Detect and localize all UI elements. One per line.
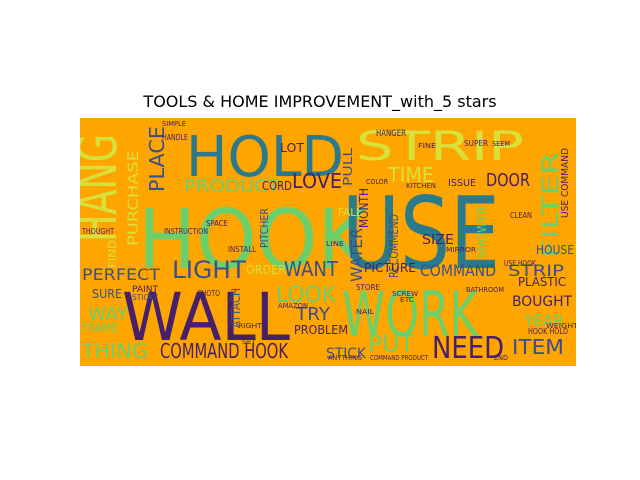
cloud-word: SIMPLE xyxy=(162,120,186,128)
cloud-word: CLEAN xyxy=(510,211,532,220)
cloud-word: PLASTIC xyxy=(518,275,566,289)
cloud-word: STORE xyxy=(356,283,380,292)
cloud-word: SPACE xyxy=(206,219,228,228)
cloud-word: SET xyxy=(242,338,257,346)
cloud-word: NEED xyxy=(432,331,504,366)
cloud-word: FINE xyxy=(418,142,436,150)
cloud-word: WORK xyxy=(342,278,479,351)
cloud-word: ISSUE xyxy=(448,178,476,189)
cloud-word: PLACE xyxy=(145,126,169,192)
word-cloud-canvas: HOOKUSEWALLWORKHOLDSTRIPHANGNEEDPUTCOMMA… xyxy=(80,118,576,366)
cloud-word: COMMAND HOOK xyxy=(160,339,289,363)
word-cloud-background xyxy=(80,118,576,366)
cloud-word: STICK xyxy=(326,346,367,362)
cloud-word: NAIL xyxy=(356,308,374,316)
cloud-word: WANT xyxy=(284,257,339,281)
cloud-word: LOOK xyxy=(276,283,337,308)
cloud-word: PHOTO xyxy=(198,289,220,298)
cloud-word: PULL xyxy=(341,148,355,186)
cloud-word: HOLD xyxy=(186,125,344,190)
cloud-word: PERFECT xyxy=(82,265,160,284)
cloud-word: SURE xyxy=(92,287,122,301)
cloud-word: HOOK xyxy=(138,193,370,288)
cloud-word: HOUSE xyxy=(536,243,574,257)
cloud-word: YEAR xyxy=(523,311,564,330)
cloud-word: STRIP xyxy=(508,261,564,280)
cloud-word: PAINT xyxy=(132,285,158,295)
cloud-word: FIND xyxy=(106,240,119,268)
cloud-word: LOT xyxy=(280,141,305,155)
cloud-word: ITEM xyxy=(512,335,564,359)
cloud-word: DOOR xyxy=(486,170,530,191)
cloud-word: TIME xyxy=(387,163,434,187)
cloud-word: PURCHASE xyxy=(126,150,142,246)
cloud-word: WEIGHT xyxy=(546,322,576,330)
cloud-word: PICTURE xyxy=(364,261,416,275)
cloud-word: FALL xyxy=(338,206,363,219)
cloud-word: THOUGHT xyxy=(81,227,114,236)
cloud-word: SCREW xyxy=(392,290,418,298)
cloud-word: PROBLEM xyxy=(294,323,348,337)
cloud-word: USE xyxy=(342,175,500,292)
cloud-word: THING xyxy=(81,339,148,363)
chart-title: TOOLS & HOME IMPROVEMENT_with_5 stars xyxy=(143,92,497,111)
cloud-word: WAY xyxy=(88,304,129,325)
cloud-word: WALL xyxy=(122,279,290,356)
cloud-word: BOUGHT xyxy=(512,294,572,310)
cloud-word: USE HOOK xyxy=(504,259,537,268)
cloud-word: HANDLE xyxy=(162,133,188,142)
cloud-word: RIGHT xyxy=(238,322,263,330)
cloud-word: STRIP xyxy=(356,124,524,170)
cloud-word: TRY xyxy=(295,304,331,325)
cloud-word: END xyxy=(494,354,508,362)
cloud-word: SUPER xyxy=(464,139,488,148)
cloud-word: LOVE xyxy=(292,169,342,193)
cloud-word: CORD xyxy=(262,179,292,193)
cloud-word: COLOR xyxy=(366,178,388,186)
cloud-word: SIZE xyxy=(422,233,454,248)
cloud-word: ATTACH xyxy=(229,288,243,328)
cloud-word: LIGHT xyxy=(172,256,246,284)
cloud-word: FRAME xyxy=(82,321,118,335)
cloud-word: LINE xyxy=(326,240,344,248)
cloud-word: HANG xyxy=(80,134,129,242)
cloud-word: ANYTHING xyxy=(328,354,362,362)
cloud-word: FILTER xyxy=(539,152,564,258)
cloud-word: STICKY xyxy=(132,293,158,302)
cloud-word: MONTH xyxy=(357,188,371,228)
cloud-word: USE COMMAND xyxy=(560,148,571,218)
cloud-word: PRODUCT xyxy=(184,176,281,197)
cloud-word: INSTALL xyxy=(228,245,256,254)
word-cloud: HOOKUSEWALLWORKHOLDSTRIPHANGNEEDPUTCOMMA… xyxy=(80,118,576,366)
cloud-word: HOOK HOLD xyxy=(528,327,568,336)
cloud-word: AMAZON xyxy=(278,302,308,310)
cloud-word: WATER xyxy=(347,228,366,282)
cloud-word: COMMAND PRODUCT xyxy=(370,354,429,362)
cloud-word: HANGER xyxy=(376,129,406,139)
cloud-word: ORDER xyxy=(246,263,286,277)
cloud-word: COMMAND xyxy=(420,261,496,280)
cloud-word: PITCHER xyxy=(258,208,271,248)
cloud-word: MIRROR xyxy=(446,246,476,254)
cloud-word: PUT xyxy=(368,330,414,358)
cloud-word: ETC xyxy=(400,296,414,304)
cloud-word: RECOMMEND xyxy=(387,214,401,278)
cloud-word: INSTRUCTION xyxy=(164,227,208,236)
cloud-word: SHOWER xyxy=(475,206,489,258)
cloud-word: BATHROOM xyxy=(466,286,504,294)
cloud-word: SEEM xyxy=(492,140,510,148)
cloud-word: KITCHEN xyxy=(406,182,436,190)
